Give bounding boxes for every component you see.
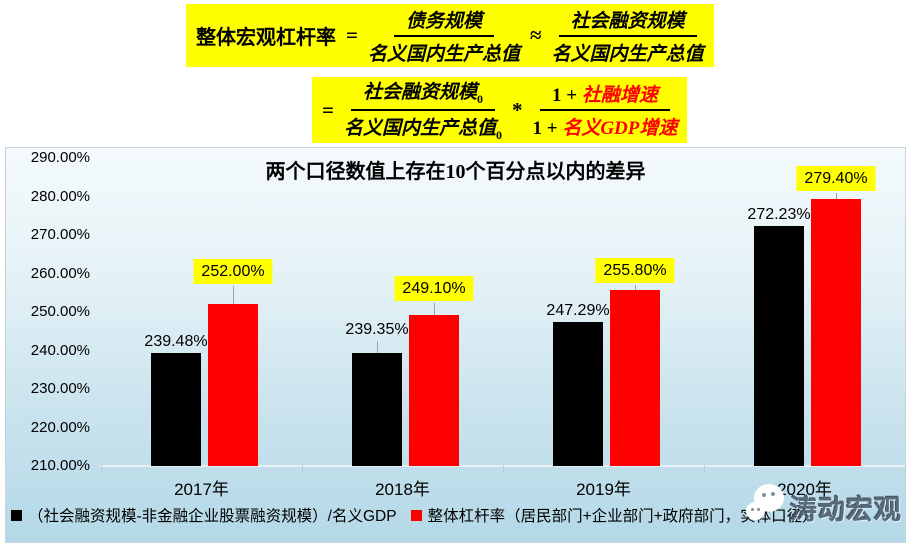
- data-label-red-2019年: 255.80%: [595, 257, 675, 283]
- data-label-red-2017年: 252.00%: [193, 259, 273, 285]
- legend-item-leverage: 整体杠杆率（居民部门+企业部门+政府部门，实体口径）: [410, 504, 818, 526]
- formula1-fraction-tsf: 社会融资规模 名义国内生产总值: [552, 6, 704, 66]
- y-axis-label: 260.00%: [30, 264, 90, 282]
- data-label-black-2017年: 239.48%: [144, 332, 208, 350]
- y-axis-label: 270.00%: [30, 226, 90, 243]
- x-axis-tick: [503, 465, 504, 472]
- bar-red-2019年: [610, 289, 660, 466]
- x-axis-tick: [704, 465, 705, 472]
- y-axis: 290.00% 280.00% 270.00% 260.00% 250.00% 240.0…: [6, 149, 94, 474]
- formula1-frac1-denominator: 名义国内生产总值: [367, 43, 520, 65]
- formula1-frac2-numerator: 社会融资规模: [558, 6, 697, 37]
- x-axis-label-2019年: 2019年: [576, 480, 631, 499]
- bar-black-2019年: [553, 322, 603, 466]
- plot-area: 239.48% 252.00% 2017年 239.35% 249.10% 2018年 24…: [99, 158, 907, 499]
- tsf-growth-term: 社融增速: [581, 85, 658, 106]
- x-axis-label-2017年: 2017年: [174, 480, 229, 499]
- bar-red-2018年: [409, 315, 459, 466]
- x-axis-label-2018年: 2018年: [375, 480, 430, 499]
- legend-label-leverage: 整体杠杆率（居民部门+企业部门+政府部门，实体口径）: [427, 508, 818, 525]
- y-axis-label: 220.00%: [30, 418, 90, 436]
- gdp-growth-term: 名义GDP增速: [562, 118, 678, 139]
- y-axis-label: 240.00%: [30, 341, 90, 359]
- data-label-red-2020年: 279.40%: [796, 165, 876, 191]
- chart-panel: 两个口径数值上存在10个百分点以内的差异 290.00% 280.00% 270.0…: [5, 147, 907, 543]
- watermark-text: 涛动宏观: [790, 495, 902, 525]
- formula1-fraction-debt: 债务规模 名义国内生产总值: [368, 6, 520, 66]
- watermark: 涛动宏观: [746, 482, 912, 532]
- formula1-lhs: 整体宏观杠杆率: [196, 27, 336, 49]
- x-axis-tick: [302, 465, 303, 472]
- multiply-sign: *: [511, 97, 523, 122]
- equals-sign: =: [346, 23, 358, 47]
- bar-black-2017年: [151, 352, 201, 466]
- data-label-leader-line: [233, 286, 234, 305]
- legend-item-sofr: （社会融资规模-非金融企业股票融资规模）/名义GDP: [11, 504, 397, 526]
- approx-sign: ≈: [529, 23, 542, 47]
- legend-label-sofr: （社会融资规模-非金融企业股票融资规模）/名义GDP: [28, 508, 397, 525]
- y-axis-label: 250.00%: [30, 303, 90, 320]
- y-axis-label: 290.00%: [30, 149, 90, 166]
- legend-swatch-red: [410, 509, 422, 521]
- x-axis-tick: [905, 465, 906, 472]
- bar-black-2020年: [754, 226, 804, 466]
- data-label-leader-line: [377, 341, 378, 354]
- formula-leverage-definition: 整体宏观杠杆率 = 债务规模 名义国内生产总值 ≈ 社会融资规模 名义国内生产总…: [186, 4, 714, 67]
- x-axis-tick: [101, 465, 102, 472]
- bar-red-2020年: [811, 198, 861, 466]
- formula-leverage-decomposition: = 社会融资规模0 名义国内生产总值0 * 1 + 社融增速 1 + 名义GDP…: [312, 77, 688, 143]
- x-axis-label-2020年: 2020年: [777, 480, 832, 499]
- legend: （社会融资规模-非金融企业股票融资规模）/名义GDP 整体杠杆率（居民部门+企业…: [11, 504, 905, 526]
- formula2-frac1-denominator: 名义国内生产总值0: [343, 118, 502, 142]
- formula2-frac2-denominator: 1 + 名义GDP增速: [532, 118, 678, 139]
- y-axis-label: 210.00%: [30, 457, 90, 474]
- y-axis-label: 280.00%: [30, 187, 90, 205]
- data-label-leader-line: [836, 192, 837, 199]
- legend-swatch-black: [11, 509, 22, 521]
- formula2-fraction-base: 社会融资规模0 名义国内生产总值0: [344, 77, 502, 143]
- data-label-black-2019年: 247.29%: [546, 302, 610, 320]
- data-label-leader-line: [434, 303, 435, 316]
- data-label-black-2018年: 239.35%: [345, 321, 409, 339]
- equals-sign-2: =: [322, 97, 334, 122]
- formula2-frac2-numerator: 1 + 社融增速: [540, 80, 670, 111]
- formula2-fraction-growth: 1 + 社融增速 1 + 名义GDP增速: [532, 80, 677, 140]
- formula1-frac1-numerator: 债务规模: [393, 6, 494, 37]
- wechat-icon-small-bubble: [746, 502, 765, 520]
- chart-title: 两个口径数值上存在10个百分点以内的差异: [265, 161, 646, 183]
- bar-black-2018年: [352, 353, 402, 466]
- y-axis-label: 230.00%: [30, 380, 90, 397]
- data-label-black-2020年: 272.23%: [747, 206, 811, 224]
- bar-red-2017年: [208, 304, 258, 466]
- data-label-leader-line: [635, 284, 636, 290]
- formula1-frac2-denominator: 名义国内生产总值: [551, 43, 704, 65]
- data-label-red-2018年: 249.10%: [394, 276, 474, 302]
- formula2-frac1-numerator: 社会融资规模0: [350, 77, 495, 111]
